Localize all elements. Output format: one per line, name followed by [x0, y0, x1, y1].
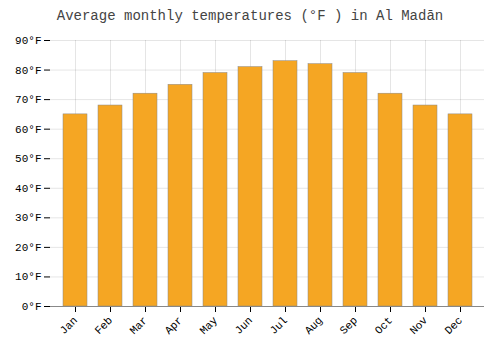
svg-text:Sep: Sep [338, 314, 360, 336]
svg-text:10°F: 10°F [15, 271, 41, 283]
svg-text:0°F: 0°F [22, 301, 42, 313]
svg-text:40°F: 40°F [15, 183, 41, 195]
svg-text:Apr: Apr [163, 314, 185, 336]
svg-text:90°F: 90°F [15, 35, 41, 47]
svg-text:50°F: 50°F [15, 153, 41, 165]
svg-text:80°F: 80°F [15, 65, 41, 77]
svg-text:Feb: Feb [93, 314, 115, 336]
svg-text:Aug: Aug [303, 314, 325, 336]
svg-text:70°F: 70°F [15, 94, 41, 106]
svg-text:Mar: Mar [128, 314, 150, 336]
svg-text:Jul: Jul [268, 314, 290, 336]
svg-text:30°F: 30°F [15, 212, 41, 224]
html-text:Average monthly temperatures (: Average monthly temperatures (°F ) in Al… [56, 8, 444, 24]
svg-text:60°F: 60°F [15, 124, 41, 136]
svg-text:20°F: 20°F [15, 242, 41, 254]
svg-text:Oct: Oct [373, 314, 395, 336]
svg-text:Dec: Dec [443, 314, 465, 336]
svg-text:Jun: Jun [233, 314, 255, 336]
svg-text:Nov: Nov [408, 314, 431, 337]
svg-text:Jan: Jan [58, 314, 80, 336]
svg-text:May: May [198, 314, 221, 337]
